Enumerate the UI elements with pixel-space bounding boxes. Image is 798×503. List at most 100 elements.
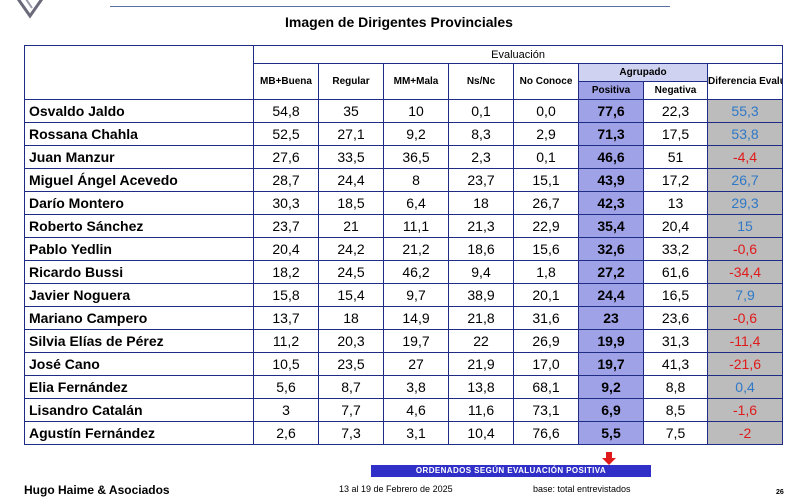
cell-regular: 24,4 xyxy=(318,168,384,192)
row-name: Rossana Chahla xyxy=(24,122,254,146)
cell-no-conoce: 15,1 xyxy=(513,168,579,192)
col-header-no-conoce: No Conoce xyxy=(513,63,579,100)
table-row: Miguel Ángel Acevedo 28,7 24,4 8 23,7 15,1 43,… xyxy=(24,168,784,192)
cell-diferencia: 15 xyxy=(706,214,784,238)
cell-regular: 24,5 xyxy=(318,260,384,284)
cell-positiva: 77,6 xyxy=(578,99,644,123)
row-name: José Cano xyxy=(24,352,254,376)
cell-regular: 18,5 xyxy=(318,191,384,215)
table-row: Silvia Elías de Pérez 11,2 20,3 19,7 22 26,9 1… xyxy=(24,329,784,353)
cell-no-conoce: 0,1 xyxy=(513,145,579,169)
cell-regular: 24,2 xyxy=(318,237,384,261)
cell-regular: 35 xyxy=(318,99,384,123)
table-row: Darío Montero 30,3 18,5 6,4 18 26,7 42,3 13 29,3 xyxy=(24,191,784,215)
cell-mm-mala: 10 xyxy=(383,99,449,123)
cell-no-conoce: 26,9 xyxy=(513,329,579,353)
cell-diferencia: -0,6 xyxy=(706,306,784,330)
cell-diferencia: 29,3 xyxy=(706,191,784,215)
cell-ns-nc: 22 xyxy=(448,329,514,353)
sort-note-banner: ORDENADOS SEGÚN EVALUACIÓN POSITIVA xyxy=(371,465,651,477)
cell-positiva: 5,5 xyxy=(578,421,644,445)
cell-regular: 7,3 xyxy=(318,421,384,445)
row-name: Roberto Sánchez xyxy=(24,214,254,238)
cell-regular: 27,1 xyxy=(318,122,384,146)
col-header-regular: Regular xyxy=(318,63,384,100)
cell-mb-buena: 30,3 xyxy=(253,191,319,215)
cell-mm-mala: 8 xyxy=(383,168,449,192)
table-row: Elia Fernández 5,6 8,7 3,8 13,8 68,1 9,2 8,8 0,4 xyxy=(24,375,784,399)
cell-mm-mala: 9,7 xyxy=(383,283,449,307)
cell-negativa: 13 xyxy=(643,191,708,215)
cell-positiva: 23 xyxy=(578,306,644,330)
row-name: Osvaldo Jaldo xyxy=(24,99,254,123)
cell-no-conoce: 22,9 xyxy=(513,214,579,238)
cell-mm-mala: 3,1 xyxy=(383,421,449,445)
cell-positiva: 46,6 xyxy=(578,145,644,169)
cell-negativa: 16,5 xyxy=(643,283,708,307)
table-row: Lisandro Catalán 3 7,7 4,6 11,6 73,1 6,9 8,5 -1,… xyxy=(24,398,784,422)
cell-positiva: 32,6 xyxy=(578,237,644,261)
cell-no-conoce: 1,8 xyxy=(513,260,579,284)
cell-mm-mala: 6,4 xyxy=(383,191,449,215)
cell-positiva: 27,2 xyxy=(578,260,644,284)
cell-no-conoce: 15,6 xyxy=(513,237,579,261)
brand-name: Hugo Haime & Asociados xyxy=(24,483,170,497)
cell-no-conoce: 73,1 xyxy=(513,398,579,422)
cell-mm-mala: 3,8 xyxy=(383,375,449,399)
col-header-mb-buena: MB+Buena xyxy=(253,63,319,100)
cell-positiva: 43,9 xyxy=(578,168,644,192)
agrupado-header: Agrupado xyxy=(578,63,708,82)
table-row: Rossana Chahla 52,5 27,1 9,2 8,3 2,9 71,3 17,5 5… xyxy=(24,122,784,146)
col-header-ns-nc: Ns/Nc xyxy=(448,63,514,100)
row-name: Lisandro Catalán xyxy=(24,398,254,422)
brand-logo-icon xyxy=(16,0,44,19)
cell-positiva: 71,3 xyxy=(578,122,644,146)
cell-positiva: 6,9 xyxy=(578,398,644,422)
col-header-mm-mala: MM+Mala xyxy=(383,63,449,100)
cell-ns-nc: 0,1 xyxy=(448,99,514,123)
blank-header-cell xyxy=(24,45,254,100)
cell-negativa: 51 xyxy=(643,145,708,169)
sample-base: base: total entrevistados xyxy=(533,484,631,494)
row-name: Silvia Elías de Pérez xyxy=(24,329,254,353)
cell-ns-nc: 8,3 xyxy=(448,122,514,146)
cell-mb-buena: 2,6 xyxy=(253,421,319,445)
table-row: Juan Manzur 27,6 33,5 36,5 2,3 0,1 46,6 51 -4,4 xyxy=(24,145,784,169)
results-table: Evaluación MB+Buena Regular MM+Mala Ns/N… xyxy=(24,45,784,445)
cell-mb-buena: 20,4 xyxy=(253,237,319,261)
cell-diferencia: -2 xyxy=(706,421,784,445)
cell-positiva: 19,7 xyxy=(578,352,644,376)
row-name: Mariano Campero xyxy=(24,306,254,330)
table-row: José Cano 10,5 23,5 27 21,9 17,0 19,7 41,3 -21,6 xyxy=(24,352,784,376)
cell-regular: 33,5 xyxy=(318,145,384,169)
cell-ns-nc: 38,9 xyxy=(448,283,514,307)
arrow-down-icon xyxy=(602,452,616,465)
cell-negativa: 20,4 xyxy=(643,214,708,238)
survey-dates: 13 al 19 de Febrero de 2025 xyxy=(339,484,453,494)
page-number: 26 xyxy=(776,489,784,496)
cell-regular: 7,7 xyxy=(318,398,384,422)
cell-mm-mala: 27 xyxy=(383,352,449,376)
table-row: Osvaldo Jaldo 54,8 35 10 0,1 0,0 77,6 22,3 55,3 xyxy=(24,99,784,123)
cell-negativa: 31,3 xyxy=(643,329,708,353)
cell-negativa: 41,3 xyxy=(643,352,708,376)
cell-diferencia: -34,4 xyxy=(706,260,784,284)
col-header-positiva: Positiva xyxy=(578,81,644,100)
cell-ns-nc: 10,4 xyxy=(448,421,514,445)
cell-positiva: 35,4 xyxy=(578,214,644,238)
cell-regular: 15,4 xyxy=(318,283,384,307)
table-row: Pablo Yedlin 20,4 24,2 21,2 18,6 15,6 32,6 33,2… xyxy=(24,237,784,261)
cell-mm-mala: 19,7 xyxy=(383,329,449,353)
cell-negativa: 17,2 xyxy=(643,168,708,192)
row-name: Pablo Yedlin xyxy=(24,237,254,261)
cell-mb-buena: 3 xyxy=(253,398,319,422)
cell-negativa: 7,5 xyxy=(643,421,708,445)
row-name: Elia Fernández xyxy=(24,375,254,399)
cell-mm-mala: 46,2 xyxy=(383,260,449,284)
table-row: Roberto Sánchez 23,7 21 11,1 21,3 22,9 35,4 20,… xyxy=(24,214,784,238)
cell-no-conoce: 26,7 xyxy=(513,191,579,215)
cell-diferencia: 7,9 xyxy=(706,283,784,307)
cell-ns-nc: 13,8 xyxy=(448,375,514,399)
row-name: Ricardo Bussi xyxy=(24,260,254,284)
cell-negativa: 8,8 xyxy=(643,375,708,399)
